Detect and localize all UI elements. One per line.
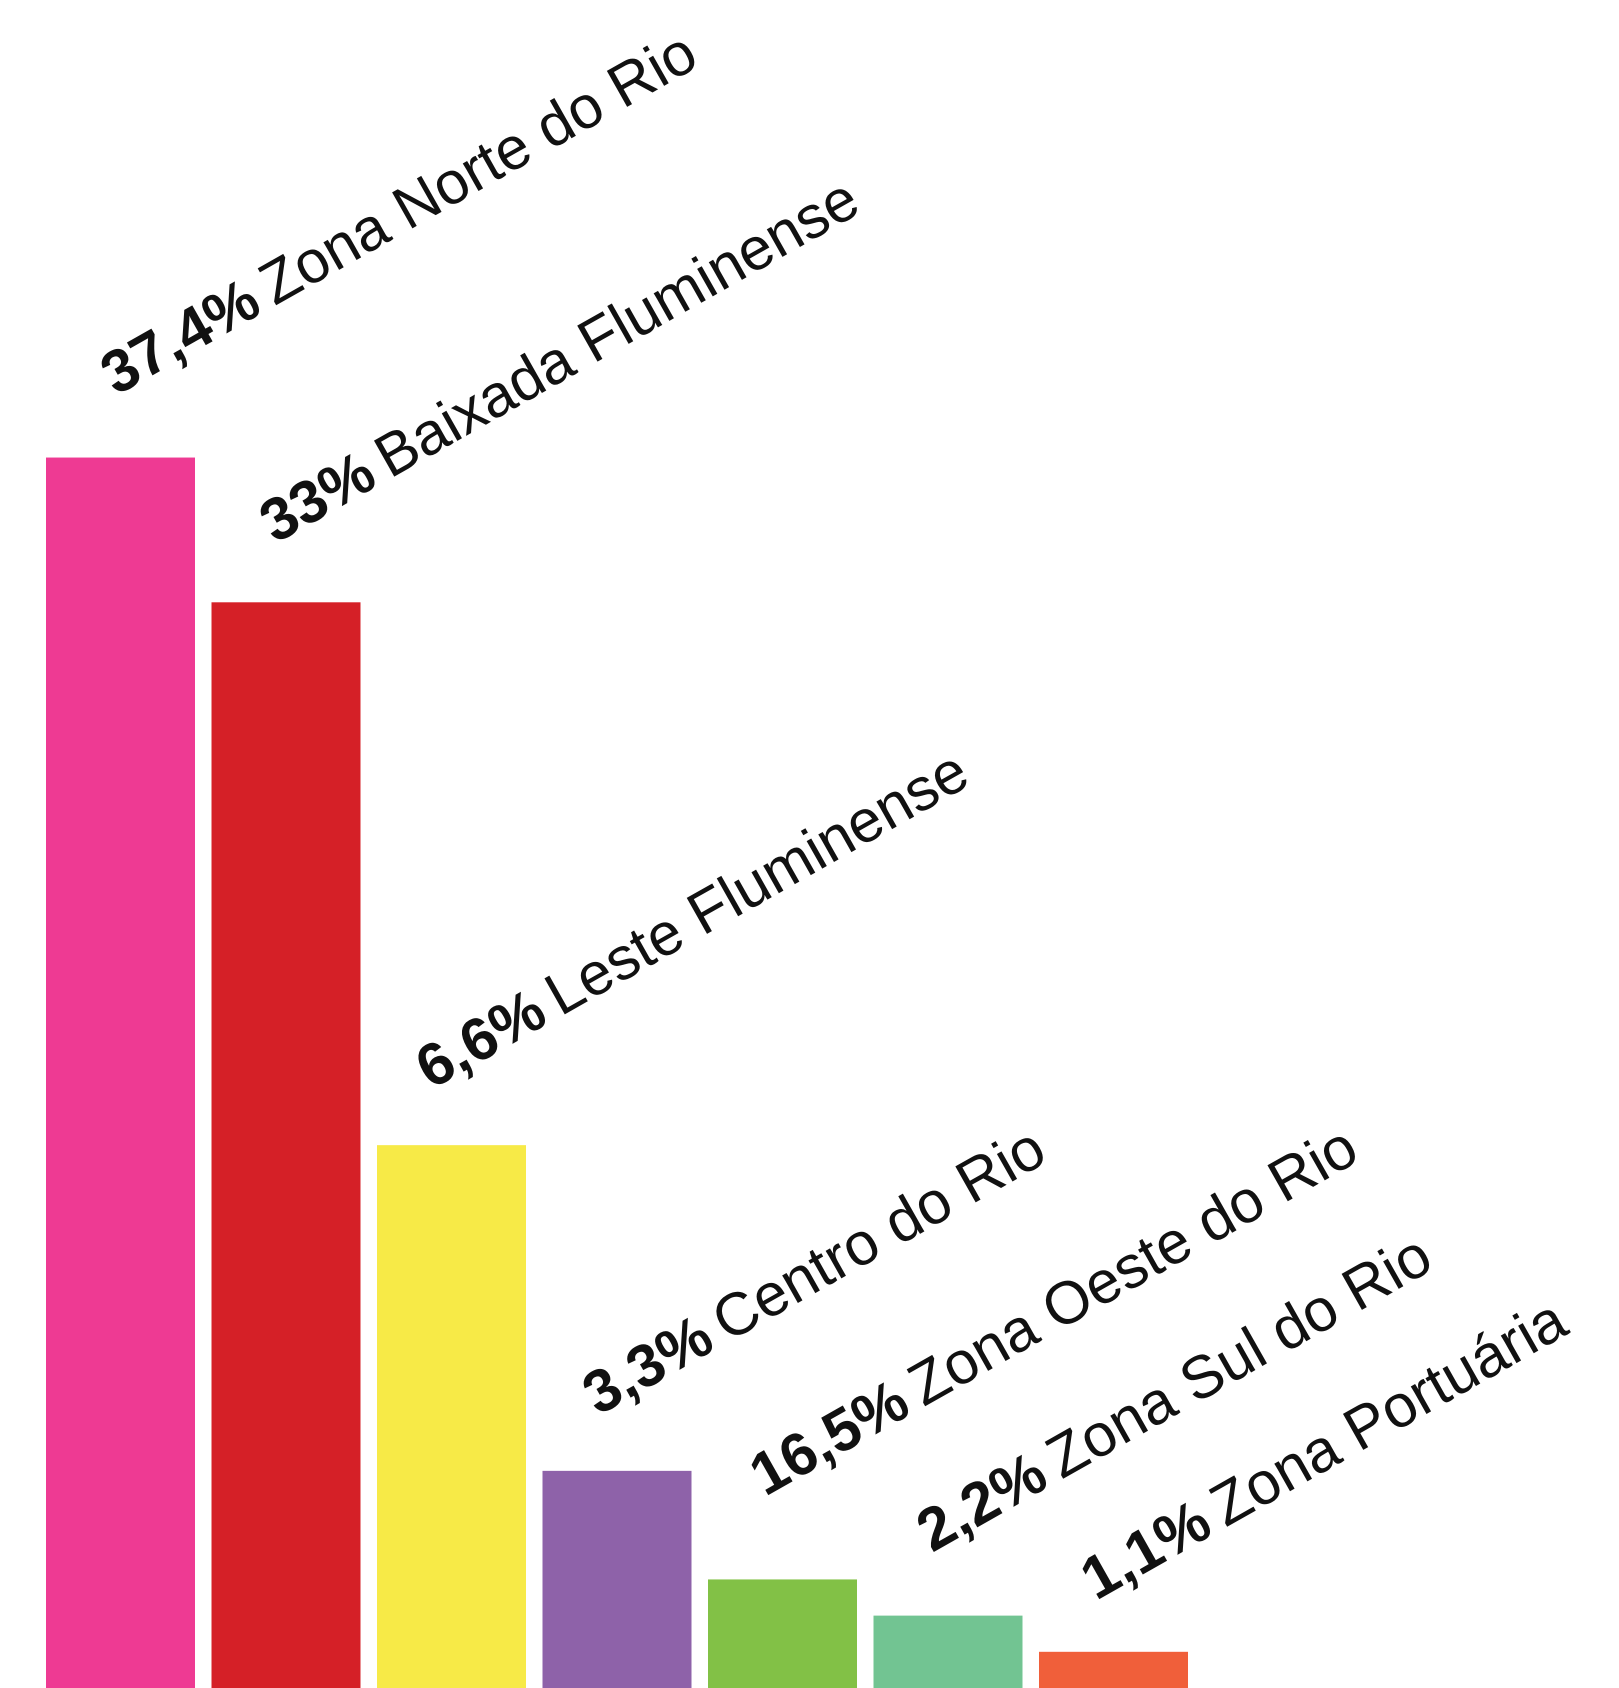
bar-label-value: 1,1% [1069,1487,1221,1613]
bar [211,602,361,1688]
bar-label-value: 2,2% [905,1439,1057,1565]
bar [873,1615,1023,1688]
bar-label-value: 33% [248,438,386,555]
bar-label-text: Zona Norte do Rio [248,18,708,318]
bar [1039,1651,1188,1688]
bar [542,1470,692,1688]
bar [377,1145,526,1688]
bar-label-value: 3,3% [571,1302,723,1428]
bar [46,457,195,1688]
bar [708,1579,857,1688]
bar-label-value: 37,4% [89,265,270,407]
bar-label: 6,6%Leste Fluminense [404,737,979,1102]
bar-label-text: Leste Fluminense [534,737,979,1029]
bar-label-value: 6,6% [404,976,556,1102]
bar-label-value: 16,5% [738,1366,919,1508]
